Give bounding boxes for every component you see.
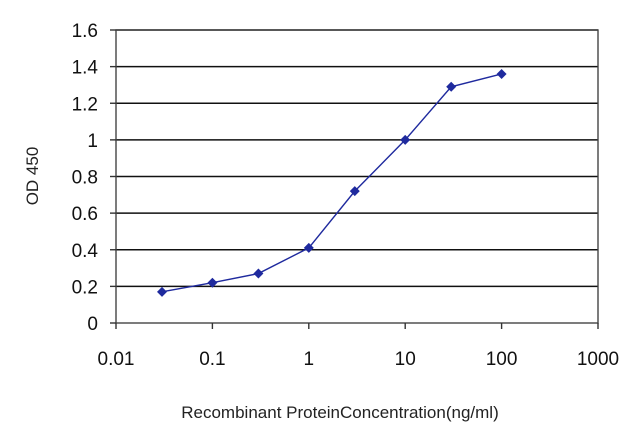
y-tick-label: 0.8 bbox=[72, 168, 98, 189]
y-tick-label: 0.6 bbox=[72, 204, 98, 225]
axis-ticks bbox=[110, 29, 599, 329]
x-tick-label: 1000 bbox=[577, 349, 619, 370]
data-point-0-4 bbox=[349, 186, 360, 197]
data-point-0-3 bbox=[303, 242, 314, 253]
y-tick-labels: 0 0.2 0.4 0.6 0.8 1 1.2 1.4 1.6 bbox=[72, 21, 99, 335]
gridlines bbox=[116, 29, 598, 288]
y-tick-label: 0.2 bbox=[72, 277, 98, 298]
x-tick-label: 100 bbox=[486, 349, 518, 370]
data-point-0-6 bbox=[446, 81, 457, 92]
x-tick-labels: 0.01 0.1 1 10 100 1000 bbox=[98, 349, 620, 370]
x-tick-label: 1 bbox=[304, 349, 315, 370]
x-tick-label: 10 bbox=[395, 349, 416, 370]
data-point-0-5 bbox=[400, 134, 411, 145]
y-axis-title: OD 450 bbox=[23, 147, 42, 206]
data-point-0-7 bbox=[496, 68, 507, 79]
y-tick-label: 0.4 bbox=[72, 241, 99, 262]
data-point-0-1 bbox=[207, 277, 218, 288]
x-tick-label: 0.01 bbox=[98, 349, 135, 370]
x-tick-label: 0.1 bbox=[199, 349, 225, 370]
x-axis-title: Recombinant ProteinConcentration(ng/ml) bbox=[181, 403, 499, 422]
data-point-0-0 bbox=[156, 286, 167, 297]
series-layer bbox=[156, 68, 507, 297]
y-tick-label: 1.2 bbox=[72, 94, 98, 115]
y-tick-label: 1.6 bbox=[72, 21, 98, 42]
data-point-0-2 bbox=[253, 268, 264, 279]
y-tick-label: 1.4 bbox=[72, 58, 99, 79]
y-tick-label: 0 bbox=[87, 314, 98, 335]
y-tick-label: 1 bbox=[87, 131, 98, 152]
series-line-0 bbox=[161, 73, 502, 293]
